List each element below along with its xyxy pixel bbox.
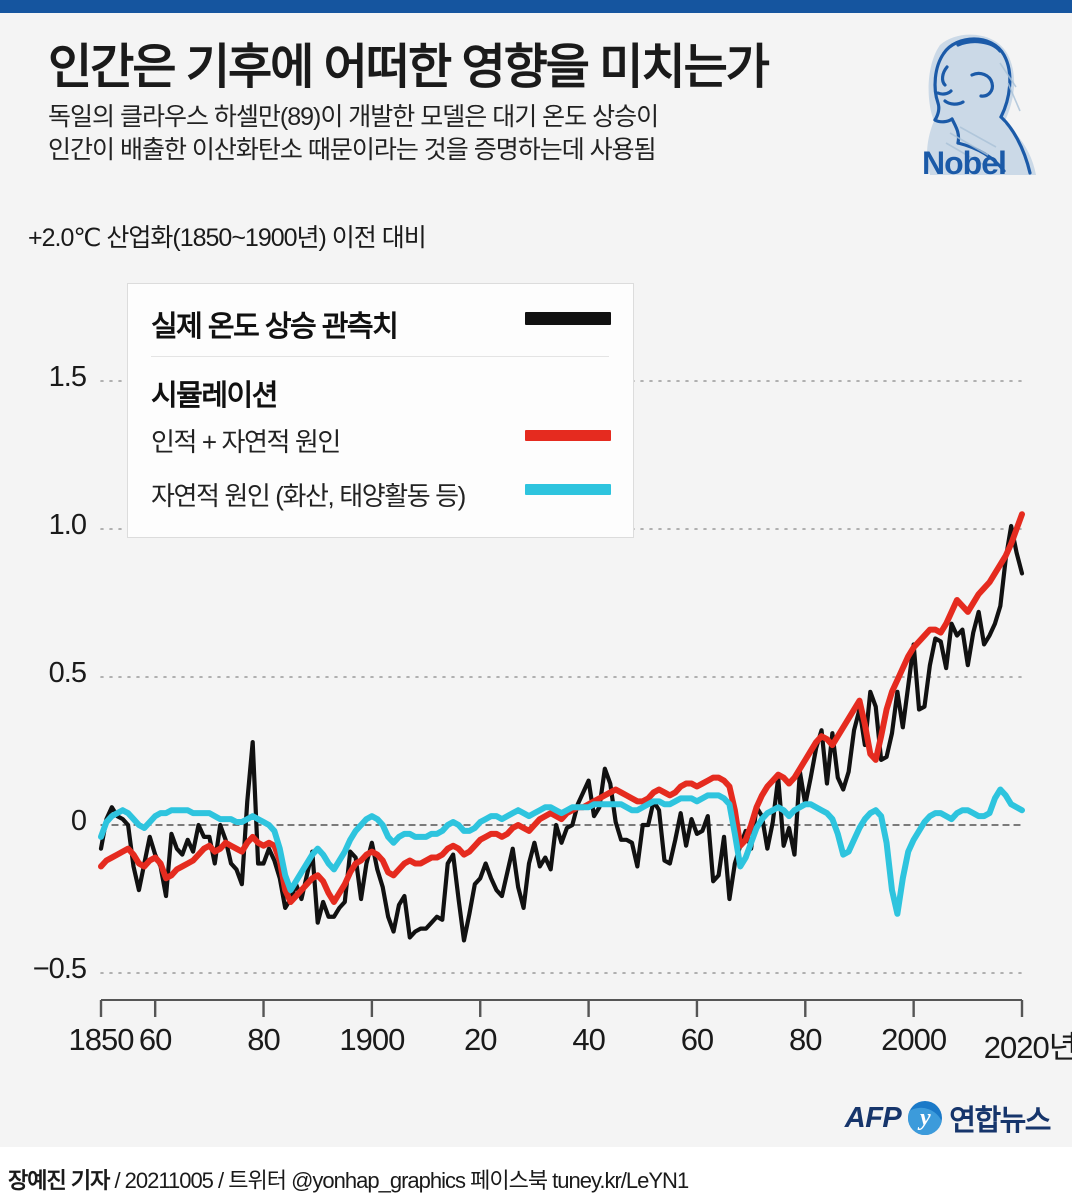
x-axis-tick-label: 2020년 xyxy=(983,1030,1072,1065)
nobel-badge-label: Nobel xyxy=(922,145,1007,181)
page-title: 인간은 기후에 어떠한 영향을 미치는가 xyxy=(48,41,770,94)
y-axis-tick-label: −0.5 xyxy=(32,953,87,985)
nobel-profile-icon xyxy=(927,34,1036,175)
y-axis-tick-label: 0.5 xyxy=(48,657,87,689)
legend-swatch-human-natural xyxy=(525,430,611,441)
legend-observed-label: 실제 온도 상승 관측치 xyxy=(151,311,399,343)
x-axis xyxy=(99,999,1024,1017)
chart-legend: 실제 온도 상승 관측치 시뮬레이션 인적 + 자연적 원인 자연적 원인 (화… xyxy=(127,283,634,538)
axis-note: +2.0℃ 산업화(1850~1900년) 이전 대비 xyxy=(28,224,427,252)
y-axis-tick-label: 1.0 xyxy=(48,509,87,541)
nobel-medal-illustration: Nobel xyxy=(900,23,1050,188)
y-axis-tick-label: 0 xyxy=(70,805,87,837)
legend-swatch-observed xyxy=(525,312,611,325)
footer-strip xyxy=(0,1150,1072,1202)
credit-rest: / 20211005 / 트위터 @yonhap_graphics 페이스북 t… xyxy=(109,1168,689,1193)
x-axis-tick-label: 2000 xyxy=(881,1022,947,1057)
yonhap-y-glyph: y xyxy=(919,1104,931,1131)
yonhap-logo-icon: y xyxy=(908,1101,943,1135)
header: 인간은 기후에 어떠한 영향을 미치는가 독일의 클라우스 하셀만(89)이 개… xyxy=(0,13,1072,205)
y-axis-tick-label: 1.5 xyxy=(48,361,87,393)
legend-natural-label: 자연적 원인 (화산, 태양활동 등) xyxy=(151,481,466,511)
agency-name: 연합뉴스 xyxy=(949,1105,1051,1137)
x-axis-tick-label: 1900 xyxy=(339,1022,405,1057)
series-lines xyxy=(98,511,1025,943)
x-axis-tick-label: 60 xyxy=(680,1022,714,1057)
legend-divider xyxy=(151,356,609,357)
footer-divider xyxy=(0,1147,1072,1150)
credit-reporter: 장예진 기자 xyxy=(8,1168,110,1193)
chart: +2.0℃ 산업화(1850~1900년) 이전 대비 1.5 1.0 0.5 0 −0… xyxy=(0,205,1072,1085)
x-axis-tick-label: 40 xyxy=(572,1022,605,1057)
x-axis-tick-label: 20 xyxy=(463,1022,497,1057)
agency-logo: AFP y 연합뉴스 xyxy=(844,1098,1051,1138)
afp-label: AFP xyxy=(844,1101,902,1134)
x-axis-tick-label: 80 xyxy=(247,1022,280,1057)
x-axis-tick-label: 80 xyxy=(789,1022,822,1057)
page-subtitle: 독일의 클라우스 하셀만(89)이 개발한 모델은 대기 온도 상승이 인간이 … xyxy=(48,103,659,165)
x-axis-tick-label: 60 xyxy=(138,1022,172,1057)
credit-line: 장예진 기자 / 20211005 / 트위터 @yonhap_graphics… xyxy=(8,1163,689,1195)
legend-human-natural-label: 인적 + 자연적 원인 xyxy=(151,427,341,457)
legend-simulation-header: 시뮬레이션 xyxy=(151,380,278,412)
top-accent-bar xyxy=(0,0,1072,13)
series-line xyxy=(98,523,1025,943)
series-line xyxy=(98,511,1025,905)
legend-swatch-natural xyxy=(525,484,611,495)
x-axis-tick-label: 1850 xyxy=(68,1022,135,1057)
series-line xyxy=(98,786,1025,917)
